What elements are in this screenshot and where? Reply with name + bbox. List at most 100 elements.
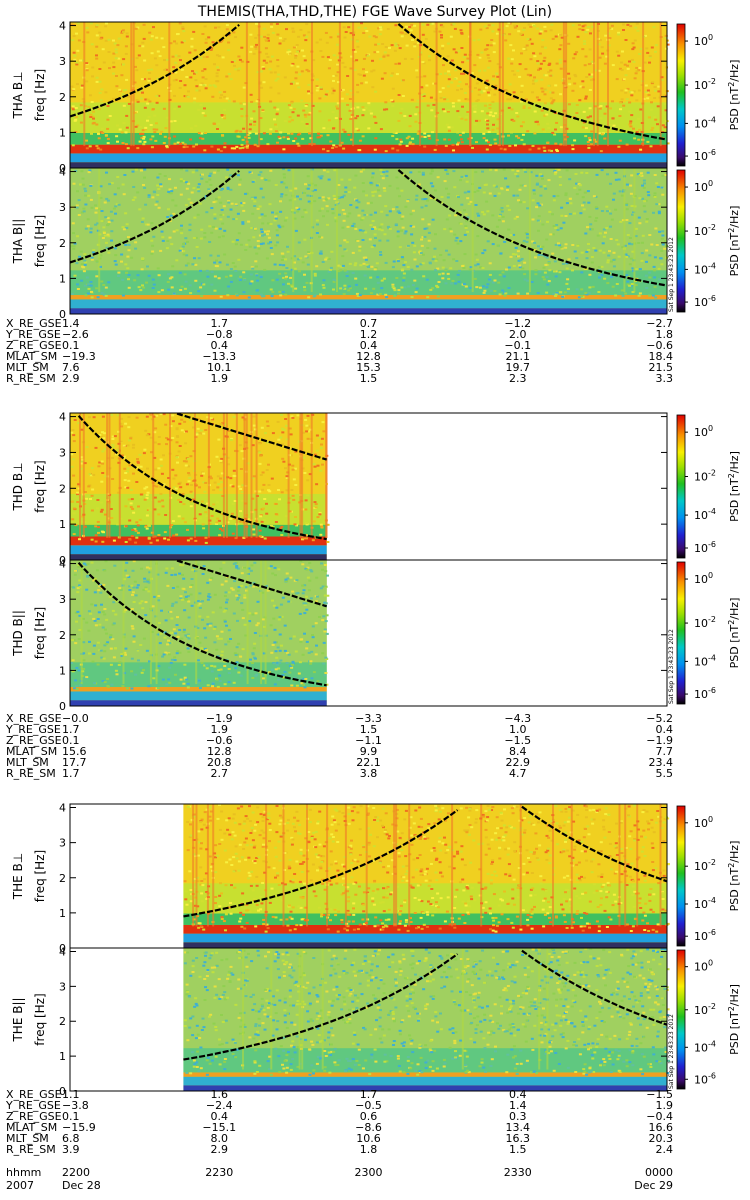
gyrofrequency-curve-1 — [69, 169, 240, 264]
ephemeris-table: X_RE_GSE 1.1 1.6 1.7 0.4 −1.5 Y_RE_GSE −3.8 −2.4… — [5, 1088, 673, 1156]
ephemeris-label: MLT_SM — [6, 756, 49, 769]
ephemeris-value: 1.7 — [62, 767, 80, 780]
timestamp-stamp: Sat Sep 1 23:43:23 2012 — [668, 629, 675, 704]
y-tick-label: 2 — [59, 237, 66, 250]
ephemeris-value: 0.4 — [509, 1088, 527, 1101]
colorbar-tick-label: 10-2 — [694, 468, 716, 483]
ephemeris-value: 19.7 — [506, 361, 531, 374]
gyrofrequency-curve-2 — [521, 805, 668, 883]
ephemeris-value: −2.6 — [62, 328, 89, 341]
y-tick-label: 2 — [59, 91, 66, 104]
ephemeris-value: −1.9 — [646, 734, 673, 747]
spectrogram-panel: 0 1 2 3 4 THD B⊥ freq [Hz] 100 10-2 10-4 10-6 PSD [… — [11, 411, 741, 567]
colorbar-label: PSD [nT2/Hz] — [727, 841, 741, 912]
panel-ylabel: THE B|| — [11, 997, 25, 1042]
ephemeris-value: −0.8 — [206, 328, 233, 341]
y-tick-label: 1 — [59, 272, 66, 285]
ephemeris-value: 1.9 — [211, 723, 229, 736]
ephemeris-value: −1.2 — [504, 317, 531, 330]
ephemeris-value: −1.9 — [206, 712, 233, 725]
colorbar-tick-label: 10-6 — [694, 540, 716, 555]
colorbar-tick-label: 100 — [694, 33, 713, 48]
colorbar — [676, 561, 686, 705]
ephemeris-value: 9.9 — [360, 745, 378, 758]
gyrofrequency-curve-2 — [176, 412, 328, 461]
ephemeris-value: −5.2 — [646, 712, 673, 725]
ephemeris-value: 18.4 — [649, 350, 674, 363]
panel-ylabel: THD B⊥ — [11, 462, 25, 511]
ephemeris-value: 3.3 — [656, 372, 674, 385]
spectrogram-panel: 0 1 2 3 4 THE B|| freq [Hz] 100 10-2 10-4 10-6 PSD … — [11, 945, 741, 1098]
y-tick-label: 0 — [59, 162, 66, 175]
colorbar-tick-label: 10-2 — [694, 858, 716, 873]
ephemeris-value: 16.3 — [506, 1132, 531, 1145]
spectrogram-panel: 0 1 2 3 4 THD B|| freq [Hz] 100 10-2 10-4 10-6 PSD … — [11, 558, 741, 713]
time-tick-label: 2200 — [62, 1166, 90, 1179]
ephemeris-value: 2.9 — [211, 1143, 229, 1156]
ephemeris-value: 1.4 — [62, 317, 80, 330]
time-tick-label: 2230 — [205, 1166, 233, 1179]
ephemeris-value: 10.6 — [356, 1132, 381, 1145]
colorbar-tick-label: 10-4 — [694, 261, 716, 276]
colorbar-tick-label: 10-4 — [694, 896, 716, 911]
ephemeris-value: 22.1 — [356, 756, 381, 769]
y-tick-label: 3 — [59, 446, 66, 459]
ephemeris-value: 1.5 — [360, 723, 378, 736]
ephemeris-value: −3.8 — [62, 1099, 89, 1112]
timestamp-stamp: Sat Sep 1 23:43:23 2012 — [668, 1014, 675, 1089]
ephemeris-value: 1.5 — [360, 372, 378, 385]
panel-unit-label: freq [Hz] — [33, 993, 47, 1045]
colorbar-label: PSD [nT2/Hz] — [727, 451, 741, 522]
gyrofrequency-curve-2 — [521, 949, 668, 1026]
ephemeris-value: −1.5 — [504, 734, 531, 747]
ephemeris-value: 1.8 — [360, 1143, 378, 1156]
ephemeris-value: 8.4 — [509, 745, 527, 758]
y-tick-label: 4 — [59, 802, 66, 815]
colorbar — [676, 805, 686, 947]
ephemeris-label: X_RE_GSE — [6, 712, 62, 725]
colorbar-tick-label: 10-4 — [694, 115, 716, 130]
y-tick-label: 1 — [59, 907, 66, 920]
colorbar — [676, 169, 686, 313]
y-tick-label: 0 — [59, 942, 66, 955]
y-tick-label: 4 — [59, 166, 66, 179]
ephemeris-value: 16.6 — [649, 1121, 674, 1134]
ephemeris-value: −0.4 — [646, 1110, 673, 1123]
y-tick-label: 4 — [59, 20, 66, 33]
ephemeris-value: 21.5 — [649, 361, 674, 374]
ephemeris-value: 20.3 — [649, 1132, 674, 1145]
ephemeris-label: R_RE_SM — [6, 767, 56, 780]
y-tick-label: 3 — [59, 980, 66, 993]
colorbar-tick-label: 10-2 — [694, 615, 716, 630]
colorbar-label: PSD [nT2/Hz] — [727, 60, 741, 131]
probe-block-the: 0 1 2 3 4 THE B⊥ freq [Hz] 100 10-2 10-4 10-6 PSD [… — [5, 802, 741, 1156]
y-tick-label: 4 — [59, 411, 66, 424]
panel-unit-label: freq [Hz] — [33, 69, 47, 121]
ephemeris-value: 2.3 — [509, 372, 527, 385]
ephemeris-value: −13.3 — [202, 350, 236, 363]
panel-unit-label: freq [Hz] — [33, 607, 47, 659]
y-tick-label: 0 — [59, 554, 66, 567]
panel-frame — [69, 167, 668, 315]
ephemeris-value: 1.8 — [656, 328, 674, 341]
y-tick-label: 2 — [59, 1015, 66, 1028]
ephemeris-value: 1.2 — [360, 328, 378, 341]
ephemeris-label: Z_RE_GSE — [6, 734, 62, 747]
ephemeris-value: 1.9 — [656, 1099, 674, 1112]
panel-ylabel: THA B|| — [11, 219, 25, 265]
panel-unit-label: freq [Hz] — [33, 460, 47, 512]
ephemeris-value: 0.4 — [211, 1110, 229, 1123]
start-date-label: Dec 28 — [62, 1179, 101, 1192]
ephemeris-label: MLAT_SM — [6, 745, 57, 758]
ephemeris-value: −0.6 — [646, 339, 673, 352]
ephemeris-value: 2.7 — [211, 767, 229, 780]
ephemeris-value: −15.9 — [62, 1121, 96, 1134]
ephemeris-value: 12.8 — [207, 745, 232, 758]
y-tick-label: 1 — [59, 664, 66, 677]
ephemeris-table: X_RE_GSE 1.4 1.7 0.7 −1.2 −2.7 Y_RE_GSE −2.6 −0.… — [5, 317, 673, 385]
ephemeris-value: 3.8 — [360, 767, 378, 780]
ephemeris-value: 1.7 — [360, 1088, 378, 1101]
ephemeris-label: X_RE_GSE — [6, 1088, 62, 1101]
ephemeris-label: MLT_SM — [6, 361, 49, 374]
ephemeris-value: 7.7 — [656, 745, 674, 758]
